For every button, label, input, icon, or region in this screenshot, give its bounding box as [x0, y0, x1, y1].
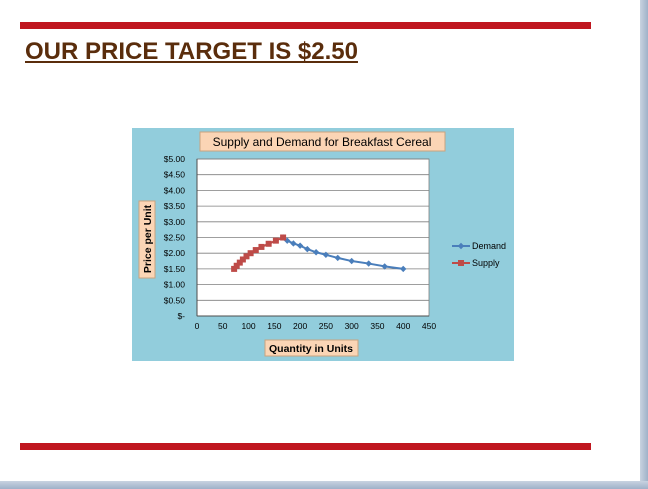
slide-title: OUR PRICE TARGET IS $2.50	[25, 38, 358, 65]
y-tick-label: $3.50	[164, 201, 186, 211]
demand-point	[365, 260, 372, 267]
y-tick-label: $0.50	[164, 295, 186, 305]
y-tick-label: $1.50	[164, 264, 186, 274]
supply-point	[243, 253, 250, 260]
y-axis: $- $0.50 $1.00 $1.50 $2.00 $2.50 $3.00 $3.50 $4.…	[164, 154, 198, 321]
bottom-accent-bar	[20, 443, 591, 450]
supply-point	[233, 262, 240, 269]
demand-point	[334, 254, 341, 262]
supply-point	[272, 237, 279, 244]
y-tick-label: $2.00	[164, 248, 186, 258]
legend-supply-label: Supply	[472, 258, 500, 268]
chart-title: Supply and Demand for Breakfast Cereal	[213, 135, 432, 149]
x-axis: 0 50 100 150 200 250 300 350 400 450	[195, 315, 436, 331]
y-tick-label: $1.00	[164, 280, 186, 290]
x-tick-label: 200	[293, 321, 307, 331]
supply-point	[258, 243, 265, 250]
x-tick-label: 100	[241, 321, 255, 331]
x-axis-label-box	[264, 339, 359, 357]
demand-point	[400, 265, 407, 273]
supply-demand-chart: $- $0.50 $1.00 $1.50 $2.00 $2.50 $3.00 $3.50 $4.…	[132, 128, 514, 361]
y-tick-label: $3.00	[164, 217, 186, 227]
y-tick-label: $5.00	[164, 154, 186, 164]
supply-point	[231, 265, 238, 272]
demand-point	[312, 249, 320, 256]
demand-point	[348, 257, 355, 265]
y-tick-label: $2.50	[164, 233, 186, 243]
x-tick-label: 400	[396, 321, 410, 331]
y-tick-label: $4.50	[164, 170, 186, 180]
supply-point	[280, 234, 287, 241]
window-frame-bottom	[0, 481, 648, 489]
x-tick-label: 300	[345, 321, 359, 331]
demand-point	[290, 240, 297, 247]
supply-point	[247, 250, 254, 257]
x-tick-label: 250	[319, 321, 333, 331]
demand-point	[381, 263, 388, 270]
x-axis-label: Quantity in Units	[269, 343, 353, 355]
window-frame-right	[640, 0, 648, 489]
x-tick-label: 50	[218, 321, 228, 331]
y-axis-label: Price per Unit	[142, 204, 154, 273]
y-axis-label-box	[138, 200, 156, 279]
legend-supply-marker	[458, 260, 464, 266]
y-tick-label: $-	[177, 311, 185, 321]
legend-demand-label: Demand	[472, 241, 506, 251]
chart-title-box	[199, 131, 446, 152]
x-tick-label: 0	[195, 321, 200, 331]
chart-container: $- $0.50 $1.00 $1.50 $2.00 $2.50 $3.00 $3.50 $4.…	[132, 128, 514, 361]
y-tick-label: $4.00	[164, 185, 186, 195]
supply-point	[236, 259, 243, 266]
x-tick-label: 450	[422, 321, 436, 331]
supply-point	[252, 247, 259, 254]
supply-point	[265, 240, 272, 247]
x-tick-label: 150	[267, 321, 281, 331]
series-layer	[231, 234, 407, 273]
top-accent-bar	[20, 22, 591, 29]
demand-point	[304, 245, 311, 253]
x-tick-label: 350	[370, 321, 384, 331]
supply-point	[239, 256, 246, 263]
